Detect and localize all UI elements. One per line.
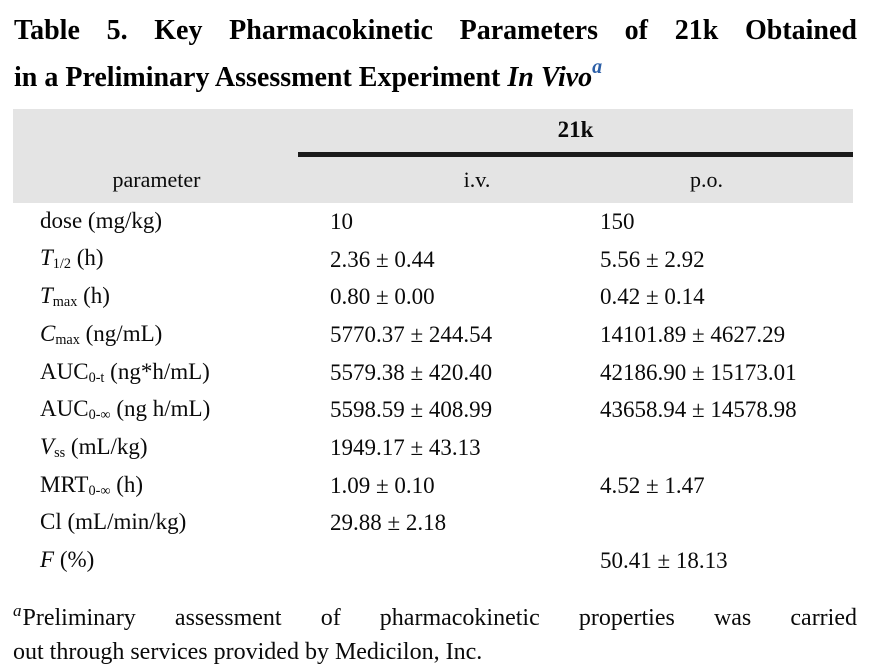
table-row-v-ss: Vss (mL/kg) 1949.17 ± 43.13 [13, 429, 853, 467]
parameter-symbol: F [40, 546, 55, 572]
parameter-symbol: Cl [40, 509, 62, 535]
parameter-units: (ng/mL) [79, 320, 163, 346]
table-row-cl: Cl (mL/min/kg) 29.88 ± 2.18 [13, 505, 853, 543]
parameter-cell: MRT0-∞ (h) [13, 472, 330, 500]
iv-value-cell: 1949.17 ± 43.13 [330, 434, 481, 460]
column-header-parameter: parameter [112, 167, 201, 192]
title-footnote-superscript: a [592, 56, 603, 78]
parameter-cell: Tmax (h) [13, 283, 330, 311]
parameter-units: (mg/kg) [82, 207, 163, 233]
title-line-1: Table 5. Key Pharmacokinetic Parameters … [14, 15, 857, 46]
parameter-symbol: C [40, 320, 56, 346]
iv-value-cell: 0.80 ± 0.00 [330, 284, 435, 310]
parameter-symbol: T [40, 283, 53, 309]
table-row-auc-0-t: AUC0-t (ng*h/mL) 5579.38 ± 420.40 42186.… [13, 354, 853, 392]
parameter-units: (h) [71, 245, 104, 271]
parameter-subscript: 0-∞ [88, 407, 111, 424]
title-line-2: in a Preliminary Assessment Experiment I… [14, 49, 857, 96]
iv-value-cell: 1.09 ± 0.10 [330, 472, 435, 498]
parameter-units: (h) [110, 471, 144, 497]
po-value-cell: 14101.89 ± 4627.29 [600, 321, 786, 347]
table-row-c-max: Cmax (ng/mL) 5770.37 ± 244.54 14101.89 ±… [13, 316, 853, 354]
table-row-f: F (%) 50.41 ± 18.13 [13, 542, 853, 580]
parameter-subscript: 0-t [88, 369, 105, 386]
footnote-line-1-text: Preliminary assessment of pharmacokineti… [22, 604, 858, 631]
parameter-subscript: max [52, 294, 78, 311]
footnote-line-1: aPreliminary assessment of pharmacokinet… [13, 594, 857, 635]
title-in-vivo: In Vivo [507, 62, 593, 93]
footnote-marker: a [13, 600, 22, 620]
parameter-symbol: MRT [40, 471, 89, 497]
po-value-cell: 50.41 ± 18.13 [600, 548, 728, 574]
table-row-dose: dose (mg/kg) 10 150 [13, 203, 853, 241]
parameter-units: (ng*h/mL) [104, 358, 210, 384]
po-value-cell: 42186.90 ± 15173.01 [600, 359, 797, 385]
parameter-cell: Cl (mL/min/kg) [13, 509, 330, 537]
group-header-spanner-rule: 21k [298, 109, 853, 157]
po-value-cell: 4.52 ± 1.47 [600, 472, 705, 498]
po-value-cell: 150 [600, 208, 635, 234]
footnote: aPreliminary assessment of pharmacokinet… [13, 594, 857, 667]
iv-value-cell: 29.88 ± 2.18 [330, 510, 447, 536]
column-header-po: p.o. [690, 167, 723, 192]
parameter-subscript: 0-∞ [88, 482, 111, 499]
iv-value-cell: 5770.37 ± 244.54 [330, 321, 493, 347]
table-row-mrt: MRT0-∞ (h) 1.09 ± 0.10 4.52 ± 1.47 [13, 467, 853, 505]
parameter-subscript: max [55, 331, 80, 348]
group-header-spacer [13, 109, 298, 157]
title-line-2-text: in a Preliminary Assessment Experiment [14, 62, 508, 93]
table-header-band: 21k parameter i.v. p.o. [13, 109, 853, 203]
parameter-units: (ng h/mL) [110, 396, 211, 422]
parameter-symbol: dose [40, 207, 83, 233]
parameter-subscript: 1/2 [52, 256, 72, 273]
group-header-21k: 21k [557, 116, 594, 142]
group-header-row: 21k [13, 109, 853, 157]
table-body: dose (mg/kg) 10 150 T1/2 (h) 2.36 ± 0.44… [13, 203, 853, 580]
table-row-auc-0-inf: AUC0-∞ (ng h/mL) 5598.59 ± 408.99 43658.… [13, 391, 853, 429]
parameter-cell: AUC0-∞ (ng h/mL) [13, 396, 330, 424]
iv-value-cell: 10 [330, 208, 353, 234]
po-value-cell: 5.56 ± 2.92 [600, 246, 705, 272]
table-row-t-half: T1/2 (h) 2.36 ± 0.44 5.56 ± 2.92 [13, 241, 853, 279]
parameter-units: (mL/kg) [65, 433, 148, 459]
parameter-symbol: AUC [40, 396, 89, 422]
parameter-cell: Cmax (ng/mL) [13, 321, 330, 349]
iv-value-cell: 5598.59 ± 408.99 [330, 397, 493, 423]
column-header-iv: i.v. [463, 167, 491, 192]
parameter-symbol: T [40, 245, 53, 271]
table-row-t-max: Tmax (h) 0.80 ± 0.00 0.42 ± 0.14 [13, 278, 853, 316]
po-value-cell: 43658.94 ± 14578.98 [600, 397, 797, 423]
parameter-cell: dose (mg/kg) [13, 208, 330, 236]
column-header-row: parameter i.v. p.o. [13, 157, 853, 203]
footnote-line-2: out through services provided by Medicil… [13, 638, 483, 665]
parameter-cell: AUC0-t (ng*h/mL) [13, 359, 330, 387]
parameter-symbol: V [40, 433, 55, 459]
parameter-units: (%) [54, 546, 95, 572]
parameter-units: (h) [77, 283, 110, 309]
parameter-subscript: ss [54, 445, 66, 462]
parameter-symbol: AUC [40, 358, 89, 384]
parameter-cell: F (%) [13, 547, 330, 575]
parameter-cell: Vss (mL/kg) [13, 434, 330, 462]
parameter-units: (mL/min/kg) [61, 509, 187, 535]
iv-value-cell: 5579.38 ± 420.40 [330, 359, 493, 385]
po-value-cell: 0.42 ± 0.14 [600, 284, 705, 310]
parameter-cell: T1/2 (h) [13, 245, 330, 273]
table-title: Table 5. Key Pharmacokinetic Parameters … [14, 12, 857, 96]
iv-value-cell: 2.36 ± 0.44 [330, 246, 435, 272]
